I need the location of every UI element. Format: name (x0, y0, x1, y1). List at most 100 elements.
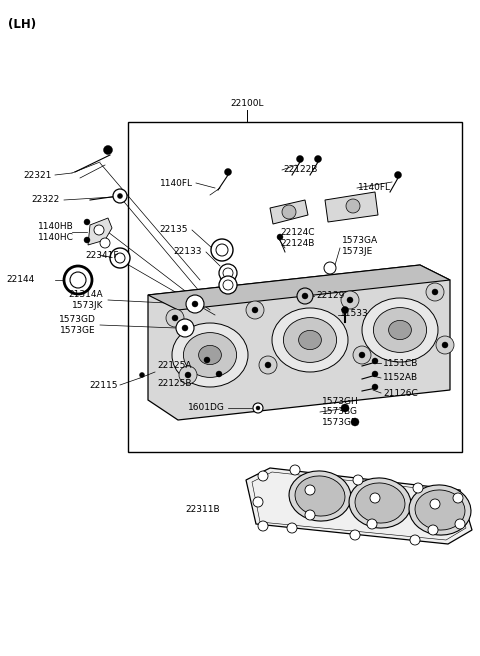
Circle shape (305, 485, 315, 495)
Text: 22100L: 22100L (230, 99, 264, 108)
Circle shape (110, 248, 130, 268)
Circle shape (94, 225, 104, 235)
Circle shape (413, 483, 423, 493)
Circle shape (166, 309, 184, 327)
Text: 1140FL: 1140FL (358, 184, 391, 192)
Circle shape (258, 471, 268, 481)
Circle shape (359, 352, 365, 358)
Circle shape (347, 297, 353, 303)
Ellipse shape (199, 346, 221, 365)
Circle shape (216, 244, 228, 256)
Circle shape (367, 519, 377, 529)
Text: 1140HB
1140HC: 1140HB 1140HC (38, 222, 74, 241)
Text: 1573GA
1573JE: 1573GA 1573JE (342, 236, 378, 256)
Text: 22115: 22115 (89, 380, 118, 390)
Circle shape (436, 336, 454, 354)
Circle shape (372, 384, 378, 390)
Circle shape (341, 291, 359, 309)
Circle shape (426, 283, 444, 301)
Circle shape (297, 155, 303, 163)
Circle shape (314, 155, 322, 163)
Polygon shape (325, 192, 378, 222)
Text: 11533: 11533 (340, 310, 369, 319)
Text: 22311B: 22311B (185, 506, 220, 514)
Ellipse shape (283, 318, 336, 362)
Circle shape (351, 418, 359, 426)
Circle shape (287, 523, 297, 533)
Circle shape (395, 171, 401, 178)
Text: 22322: 22322 (32, 195, 60, 205)
Text: 1152AB: 1152AB (383, 373, 418, 382)
Ellipse shape (349, 478, 411, 528)
Ellipse shape (272, 308, 348, 372)
Ellipse shape (355, 483, 405, 523)
Circle shape (253, 497, 263, 507)
Ellipse shape (362, 298, 438, 362)
Circle shape (64, 266, 92, 294)
Polygon shape (270, 200, 308, 224)
Circle shape (219, 264, 237, 282)
Circle shape (179, 366, 197, 384)
Text: 22124C
22124B: 22124C 22124B (280, 228, 314, 248)
Circle shape (432, 289, 438, 295)
Circle shape (265, 362, 271, 368)
Circle shape (253, 403, 263, 413)
Circle shape (225, 169, 231, 176)
Circle shape (185, 372, 191, 378)
Text: 21126C: 21126C (383, 388, 418, 398)
Circle shape (216, 371, 222, 377)
Text: 22122B: 22122B (283, 165, 317, 174)
Text: 22341F: 22341F (85, 251, 119, 260)
Ellipse shape (389, 320, 411, 340)
Circle shape (252, 307, 258, 313)
Circle shape (346, 199, 360, 213)
Circle shape (442, 342, 448, 348)
Circle shape (172, 315, 178, 321)
Circle shape (259, 356, 277, 374)
Circle shape (277, 234, 283, 240)
Circle shape (84, 219, 90, 225)
Text: 1601DG: 1601DG (188, 403, 225, 413)
Ellipse shape (172, 323, 248, 387)
Text: 1140FL: 1140FL (160, 178, 193, 188)
Circle shape (302, 293, 308, 299)
Ellipse shape (295, 476, 345, 516)
Text: 22135: 22135 (159, 226, 188, 234)
Circle shape (100, 238, 110, 248)
Circle shape (113, 189, 127, 203)
Circle shape (324, 262, 336, 274)
Circle shape (140, 373, 144, 377)
Circle shape (372, 358, 378, 364)
Ellipse shape (373, 308, 427, 352)
Circle shape (204, 357, 210, 363)
Text: 22129: 22129 (316, 291, 344, 300)
Bar (128, 122, 462, 452)
Circle shape (104, 146, 112, 155)
Circle shape (186, 295, 204, 313)
Ellipse shape (289, 471, 351, 521)
Circle shape (84, 237, 90, 243)
Circle shape (341, 404, 349, 412)
Circle shape (341, 306, 348, 314)
Circle shape (350, 530, 360, 540)
Circle shape (246, 301, 264, 319)
Polygon shape (246, 468, 472, 544)
Text: 22133: 22133 (173, 247, 202, 256)
Ellipse shape (409, 485, 471, 535)
Polygon shape (148, 265, 450, 310)
Circle shape (115, 253, 125, 263)
Ellipse shape (415, 490, 465, 530)
Text: 22144: 22144 (7, 276, 35, 285)
Ellipse shape (299, 331, 322, 350)
Circle shape (223, 280, 233, 290)
Circle shape (428, 525, 438, 535)
Circle shape (182, 325, 188, 331)
Circle shape (290, 465, 300, 475)
Circle shape (223, 268, 233, 278)
Circle shape (370, 493, 380, 503)
Text: 1151CB: 1151CB (383, 358, 419, 367)
Circle shape (118, 194, 122, 199)
Circle shape (410, 535, 420, 545)
Ellipse shape (183, 333, 237, 377)
Text: 22125A: 22125A (157, 361, 192, 371)
